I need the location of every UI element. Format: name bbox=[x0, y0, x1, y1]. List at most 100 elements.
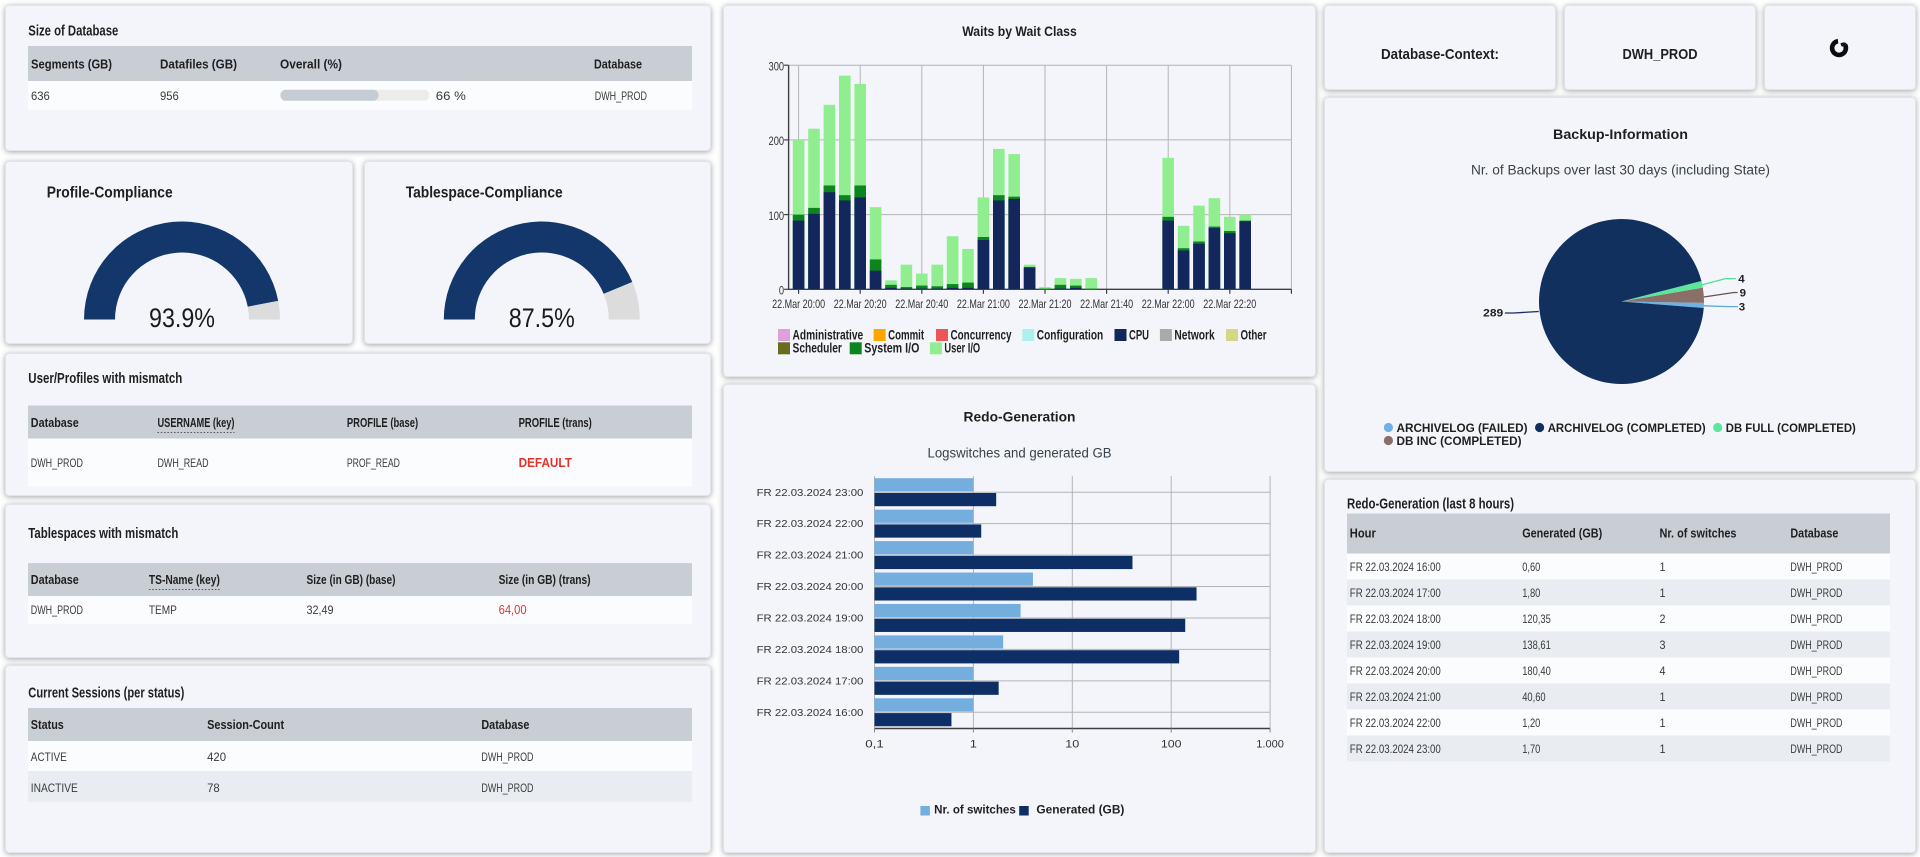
svg-text:Database: Database bbox=[31, 416, 79, 430]
svg-text:Backup-Information: Backup-Information bbox=[1553, 126, 1688, 142]
svg-text:Generated (GB): Generated (GB) bbox=[1036, 804, 1124, 816]
svg-text:TS-Name (key): TS-Name (key) bbox=[149, 573, 220, 587]
svg-text:Database: Database bbox=[1790, 527, 1838, 541]
svg-text:FR 22.03.2024 16:00: FR 22.03.2024 16:00 bbox=[1350, 560, 1441, 574]
svg-text:300: 300 bbox=[769, 60, 785, 74]
svg-text:1,80: 1,80 bbox=[1522, 586, 1540, 600]
svg-text:93.9%: 93.9% bbox=[149, 303, 215, 333]
svg-text:ARCHIVELOG (FAILED): ARCHIVELOG (FAILED) bbox=[1397, 421, 1528, 435]
svg-text:PROF_READ: PROF_READ bbox=[347, 456, 400, 470]
svg-text:DWH_PROD: DWH_PROD bbox=[595, 89, 647, 103]
svg-text:FR 22.03.2024 22:00: FR 22.03.2024 22:00 bbox=[757, 519, 864, 530]
svg-text:DWH_PROD: DWH_PROD bbox=[31, 456, 83, 470]
svg-text:4: 4 bbox=[1660, 664, 1666, 678]
svg-text:DWH_PROD: DWH_PROD bbox=[31, 603, 83, 617]
svg-text:Size (in GB) (trans): Size (in GB) (trans) bbox=[499, 573, 591, 587]
svg-text:PROFILE (base): PROFILE (base) bbox=[347, 416, 418, 430]
svg-text:10: 10 bbox=[1065, 738, 1079, 750]
svg-text:22.Mar 22:00: 22.Mar 22:00 bbox=[1142, 297, 1195, 311]
svg-text:120,35: 120,35 bbox=[1522, 612, 1551, 626]
svg-text:PROFILE (trans): PROFILE (trans) bbox=[519, 416, 592, 430]
svg-text:FR 22.03.2024 23:00: FR 22.03.2024 23:00 bbox=[757, 488, 864, 499]
svg-text:22.Mar 21:20: 22.Mar 21:20 bbox=[1019, 297, 1072, 311]
svg-text:DWH_PROD: DWH_PROD bbox=[481, 781, 533, 795]
svg-text:TEMP: TEMP bbox=[149, 603, 177, 617]
svg-text:FR 22.03.2024 18:00: FR 22.03.2024 18:00 bbox=[757, 645, 864, 656]
svg-text:0,60: 0,60 bbox=[1522, 560, 1540, 574]
svg-text:Administrative: Administrative bbox=[793, 327, 864, 342]
svg-text:Waits by Wait Class: Waits by Wait Class bbox=[962, 23, 1077, 39]
svg-text:1,70: 1,70 bbox=[1522, 742, 1540, 756]
svg-text:DWH_PROD: DWH_PROD bbox=[1790, 690, 1842, 704]
svg-text:Network: Network bbox=[1174, 327, 1215, 342]
svg-text:DEFAULT: DEFAULT bbox=[519, 456, 573, 470]
svg-text:FR 22.03.2024 21:00: FR 22.03.2024 21:00 bbox=[1350, 690, 1441, 704]
svg-text:FR 22.03.2024 20:00: FR 22.03.2024 20:00 bbox=[757, 582, 864, 593]
svg-text:FR 22.03.2024 18:00: FR 22.03.2024 18:00 bbox=[1350, 612, 1441, 626]
svg-text:Other: Other bbox=[1241, 327, 1268, 342]
svg-text:200: 200 bbox=[769, 134, 785, 148]
svg-text:0,1: 0,1 bbox=[865, 738, 884, 750]
svg-text:Nr. of Backups over last 30 da: Nr. of Backups over last 30 days (includ… bbox=[1471, 163, 1770, 178]
svg-text:87.5%: 87.5% bbox=[509, 303, 575, 333]
svg-text:DWH_PROD: DWH_PROD bbox=[1790, 638, 1842, 652]
svg-text:22.Mar 22:20: 22.Mar 22:20 bbox=[1203, 297, 1256, 311]
svg-text:Nr. of switches: Nr. of switches bbox=[1660, 527, 1737, 541]
svg-text:40,60: 40,60 bbox=[1522, 690, 1546, 704]
svg-text:System I/O: System I/O bbox=[864, 341, 919, 356]
svg-text:Database: Database bbox=[31, 573, 79, 587]
svg-text:FR 22.03.2024 16:00: FR 22.03.2024 16:00 bbox=[757, 708, 864, 719]
svg-text:32,49: 32,49 bbox=[307, 603, 334, 617]
svg-text:DWH_PROD: DWH_PROD bbox=[1790, 716, 1842, 730]
svg-text:CPU: CPU bbox=[1129, 327, 1149, 342]
svg-text:180,40: 180,40 bbox=[1522, 664, 1551, 678]
svg-text:DB INC (COMPLETED): DB INC (COMPLETED) bbox=[1397, 434, 1522, 448]
svg-text:INACTIVE: INACTIVE bbox=[31, 781, 78, 795]
svg-text:FR 22.03.2024 22:00: FR 22.03.2024 22:00 bbox=[1350, 716, 1441, 730]
svg-text:Concurrency: Concurrency bbox=[951, 327, 1012, 342]
svg-text:Database: Database bbox=[594, 58, 642, 72]
svg-text:1: 1 bbox=[1660, 690, 1666, 704]
svg-text:1: 1 bbox=[1660, 716, 1666, 730]
svg-text:FR 22.03.2024 17:00: FR 22.03.2024 17:00 bbox=[1350, 586, 1441, 600]
svg-text:DWH_PROD: DWH_PROD bbox=[1790, 560, 1842, 574]
svg-text:Redo-Generation: Redo-Generation bbox=[964, 409, 1076, 425]
svg-text:22.Mar 21:40: 22.Mar 21:40 bbox=[1080, 297, 1133, 311]
svg-text:Redo-Generation (last 8 hours): Redo-Generation (last 8 hours) bbox=[1347, 495, 1514, 512]
svg-text:Session-Count: Session-Count bbox=[207, 718, 285, 732]
svg-text:FR 22.03.2024 17:00: FR 22.03.2024 17:00 bbox=[757, 676, 864, 687]
svg-text:Overall (%): Overall (%) bbox=[280, 58, 342, 72]
svg-text:Hour: Hour bbox=[1350, 527, 1376, 541]
svg-text:956: 956 bbox=[160, 89, 179, 103]
svg-text:Generated (GB): Generated (GB) bbox=[1522, 527, 1602, 541]
svg-text:66 %: 66 % bbox=[436, 89, 466, 103]
svg-text:0: 0 bbox=[779, 284, 784, 298]
svg-text:ARCHIVELOG (COMPLETED): ARCHIVELOG (COMPLETED) bbox=[1548, 421, 1706, 435]
svg-text:138,61: 138,61 bbox=[1522, 638, 1551, 652]
svg-text:User/Profiles with mismatch: User/Profiles with mismatch bbox=[28, 370, 182, 387]
svg-text:FR 22.03.2024 23:00: FR 22.03.2024 23:00 bbox=[1350, 742, 1441, 756]
svg-text:Current Sessions (per status): Current Sessions (per status) bbox=[28, 684, 184, 701]
svg-text:636: 636 bbox=[31, 89, 50, 103]
svg-text:DWH_PROD: DWH_PROD bbox=[1790, 664, 1842, 678]
svg-text:Datafiles (GB): Datafiles (GB) bbox=[160, 58, 237, 72]
svg-text:DWH_PROD: DWH_PROD bbox=[481, 750, 533, 764]
svg-text:DWH_PROD: DWH_PROD bbox=[1790, 586, 1842, 600]
svg-text:78: 78 bbox=[207, 781, 220, 795]
svg-text:DB FULL (COMPLETED): DB FULL (COMPLETED) bbox=[1726, 421, 1856, 435]
svg-text:Status: Status bbox=[31, 718, 64, 732]
svg-text:User I/O: User I/O bbox=[944, 341, 980, 356]
svg-text:420: 420 bbox=[207, 750, 226, 764]
svg-text:Logswitches and generated GB: Logswitches and generated GB bbox=[928, 446, 1112, 461]
svg-text:3: 3 bbox=[1660, 638, 1666, 652]
svg-text:DWH_PROD: DWH_PROD bbox=[1790, 612, 1842, 626]
svg-text:Scheduler: Scheduler bbox=[793, 341, 843, 356]
svg-text:Nr. of switches: Nr. of switches bbox=[934, 804, 1016, 816]
svg-text:9: 9 bbox=[1740, 287, 1746, 299]
svg-text:Size (in GB) (base): Size (in GB) (base) bbox=[307, 573, 396, 587]
svg-text:USERNAME (key): USERNAME (key) bbox=[158, 416, 235, 430]
svg-text:FR 22.03.2024 20:00: FR 22.03.2024 20:00 bbox=[1350, 664, 1441, 678]
svg-text:4: 4 bbox=[1738, 273, 1745, 285]
svg-text:22.Mar 20:20: 22.Mar 20:20 bbox=[834, 297, 887, 311]
svg-text:1.000: 1.000 bbox=[1256, 738, 1284, 750]
